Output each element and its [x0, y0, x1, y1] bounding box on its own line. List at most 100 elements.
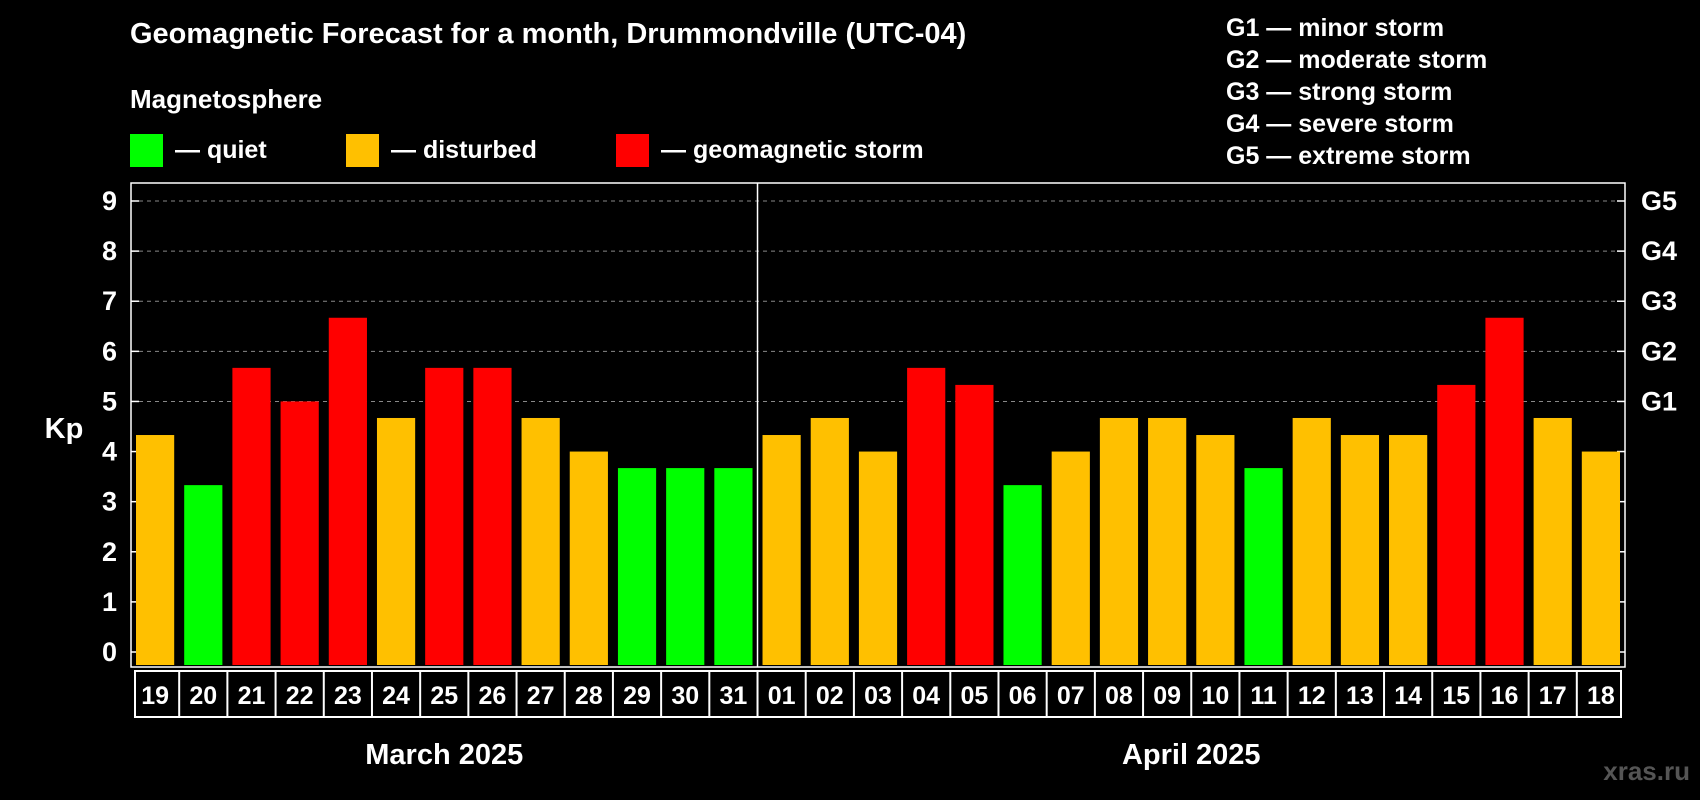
- bar-20: [184, 485, 223, 665]
- bar-10: [1196, 435, 1235, 665]
- bar-22: [280, 401, 319, 665]
- chart-title: Geomagnetic Forecast for a month, Drummo…: [130, 18, 967, 50]
- day-label: 18: [1587, 682, 1615, 710]
- bar-26: [473, 367, 512, 665]
- storm-scale-legend: G1 — minor storm G2 — moderate storm G3 …: [1226, 12, 1487, 172]
- day-label: 17: [1539, 682, 1567, 710]
- y-tick-label: 2: [102, 537, 117, 567]
- day-label: 06: [1009, 682, 1037, 710]
- y-axis-label: Kp: [45, 413, 84, 445]
- bar-13: [1340, 435, 1380, 665]
- day-label: 30: [671, 682, 699, 710]
- day-label: 25: [430, 682, 458, 710]
- y-tick-label: 5: [102, 386, 117, 416]
- bar-09: [1148, 417, 1187, 665]
- day-label: 10: [1201, 682, 1229, 710]
- day-label: 08: [1105, 682, 1133, 710]
- day-label: 07: [1057, 682, 1085, 710]
- day-label: 13: [1346, 682, 1374, 710]
- bar-19: [136, 435, 175, 665]
- day-label: 12: [1298, 682, 1326, 710]
- bar-18: [1581, 451, 1620, 665]
- right-axis-label: G4: [1641, 236, 1677, 266]
- day-label: 09: [1153, 682, 1181, 710]
- y-tick-label: 6: [102, 336, 117, 366]
- bar-31: [714, 468, 753, 665]
- day-label: 14: [1394, 682, 1422, 710]
- storm-scale-g5: G5 — extreme storm: [1226, 142, 1471, 170]
- bar-15: [1437, 384, 1476, 665]
- bar-29: [617, 468, 657, 665]
- day-label: 01: [768, 682, 796, 710]
- day-label: 05: [960, 682, 988, 710]
- bar-02: [810, 417, 849, 665]
- legend-swatch-storm: [616, 133, 649, 167]
- watermark: xras.ru: [1603, 756, 1690, 786]
- month-label: March 2025: [365, 739, 523, 771]
- right-axis-label: G5: [1641, 186, 1677, 216]
- bar-23: [328, 317, 367, 665]
- day-label: 22: [286, 682, 314, 710]
- day-label: 23: [334, 682, 362, 710]
- storm-scale-g3: G3 — strong storm: [1226, 78, 1453, 106]
- plot-frame: [130, 182, 1626, 668]
- day-label: 28: [575, 682, 603, 710]
- day-label: 02: [816, 682, 844, 710]
- day-label: 27: [527, 682, 555, 710]
- legend-swatch-disturbed: [346, 133, 379, 167]
- day-label: 19: [141, 682, 169, 710]
- y-tick-label: 9: [102, 186, 117, 216]
- bar-14: [1389, 435, 1428, 665]
- day-label: 15: [1442, 682, 1470, 710]
- bar-25: [425, 367, 464, 665]
- legend-label-disturbed: — disturbed: [391, 135, 537, 164]
- day-label: 29: [623, 682, 651, 710]
- day-label: 03: [864, 682, 892, 710]
- bar-30: [666, 468, 705, 665]
- storm-scale-g1: G1 — minor storm: [1226, 14, 1445, 42]
- right-axis-label: G2: [1641, 336, 1677, 366]
- legend-item-quiet: — quiet: [130, 133, 267, 167]
- day-label: 24: [382, 682, 410, 710]
- bar-07: [1051, 451, 1090, 665]
- day-label: 16: [1491, 682, 1519, 710]
- day-label: 31: [720, 682, 748, 710]
- bar-21: [232, 367, 271, 665]
- right-axis-label: G3: [1641, 286, 1677, 316]
- bar-03: [858, 451, 898, 665]
- bar-08: [1099, 417, 1139, 665]
- bar-05: [955, 384, 994, 665]
- bar-01: [762, 435, 801, 665]
- storm-scale-g4: G4 — severe storm: [1226, 110, 1454, 138]
- bar-16: [1485, 317, 1524, 665]
- month-label: April 2025: [1122, 739, 1261, 771]
- y-tick-label: 7: [102, 286, 117, 316]
- bar-17: [1533, 417, 1572, 665]
- legend-swatch-quiet: [130, 133, 163, 167]
- day-label: 11: [1250, 682, 1277, 710]
- y-tick-label: 8: [102, 236, 117, 266]
- bar-04: [907, 367, 946, 665]
- legend-heading: Magnetosphere: [130, 84, 323, 114]
- bar-06: [1003, 485, 1042, 665]
- bar-11: [1244, 468, 1283, 665]
- legend-label-storm: — geomagnetic storm: [661, 135, 924, 164]
- legend-label-quiet: — quiet: [175, 135, 267, 164]
- y-tick-label: 3: [102, 487, 117, 517]
- day-label: 26: [479, 682, 507, 710]
- day-label-row: [134, 670, 1622, 718]
- day-label: 04: [912, 682, 940, 710]
- bar-27: [521, 417, 560, 665]
- right-axis-label: G1: [1641, 386, 1677, 416]
- y-tick-label: 0: [102, 637, 117, 667]
- bar-28: [569, 451, 608, 665]
- day-label: 21: [238, 682, 266, 710]
- storm-scale-g2: G2 — moderate storm: [1226, 46, 1488, 74]
- bar-24: [376, 417, 416, 665]
- legend-item-storm: — geomagnetic storm: [616, 133, 924, 167]
- y-tick-label: 4: [102, 437, 117, 467]
- bar-12: [1292, 417, 1331, 665]
- legend-item-disturbed: — disturbed: [346, 133, 537, 167]
- day-label: 20: [189, 682, 217, 710]
